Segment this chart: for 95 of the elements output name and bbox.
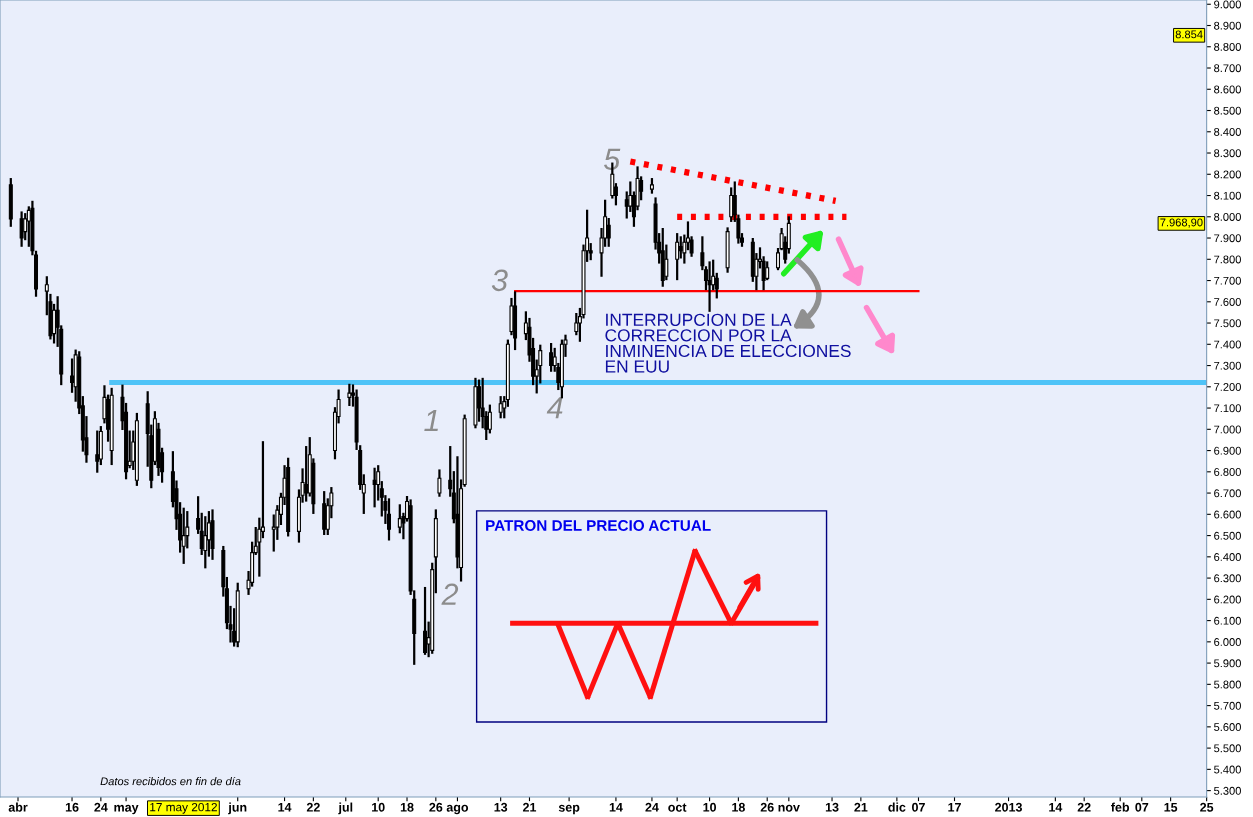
x-tick-label: 21 <box>522 802 537 812</box>
y-tick-label: 5.600 <box>1214 723 1241 731</box>
x-tick-label: sep <box>558 804 580 815</box>
x-tick-label: jul <box>338 802 353 815</box>
y-tick-label: 5.900 <box>1214 659 1241 668</box>
x-tick-label: 13 <box>825 802 839 812</box>
x-tick-label: 21 <box>854 802 868 812</box>
y-tick-label: 7.400 <box>1214 340 1241 349</box>
y-tick-label: 6.300 <box>1214 574 1241 583</box>
x-tick-label: oct <box>668 803 687 812</box>
y-tick-label: 6.900 <box>1214 446 1241 455</box>
annotation: 3 <box>491 269 508 292</box>
x-tick-label: 16 <box>65 802 79 812</box>
x-tick-label: abr <box>8 802 28 812</box>
candlestick <box>95 430 100 473</box>
y-tick-label: 7.000 <box>1214 425 1241 434</box>
x-tick-label: feb <box>1111 802 1130 812</box>
x-tick-label: 2013 <box>995 802 1022 812</box>
x-tick-label: 07 <box>912 802 925 812</box>
y-tick-label: 8.400 <box>1214 128 1241 136</box>
y-tick-label: 8.100 <box>1214 191 1241 200</box>
y-tick-label: 6.600 <box>1214 510 1241 519</box>
y-tick-label: 8.600 <box>1214 85 1241 94</box>
candlestick <box>549 342 554 372</box>
y-tick-label: 6.100 <box>1214 616 1241 625</box>
x-tick-label: 22 <box>1077 802 1091 812</box>
y-tick-label: 8.800 <box>1214 43 1241 51</box>
y-tick-label: 7.900 <box>1214 234 1241 243</box>
x-tick-label: 22 <box>306 802 320 812</box>
x-tick-label: 14 <box>1049 803 1063 812</box>
y-tick-label: 6.200 <box>1214 595 1241 604</box>
x-tick-label: 13 <box>494 802 508 812</box>
candlestick <box>387 498 392 541</box>
y-tick-label: 7.100 <box>1214 404 1241 413</box>
candlestick <box>304 446 309 502</box>
x-tick-label: 14 <box>609 803 623 812</box>
annotation: 2 <box>441 583 459 605</box>
y-tick-label: 7.200 <box>1214 383 1241 391</box>
annotation: PATRON DEL PRECIO ACTUAL <box>486 520 711 531</box>
y-tick-label: 5.700 <box>1214 701 1241 710</box>
x-tick-label: 25 <box>1200 802 1214 812</box>
y-tick-label: 6.800 <box>1214 468 1241 476</box>
annotation: INTERRUPCION DE LA CORRECCION POR LA INMINENCIA DE ELECCIONES EN EUU <box>605 313 851 373</box>
y-tick-label: 8.900 <box>1214 21 1241 30</box>
x-tick-label: dic <box>888 802 906 812</box>
annotation: 7.968,90 <box>1160 218 1203 228</box>
y-tick-label: 6.700 <box>1214 489 1241 498</box>
x-tick-label: 07 <box>1135 802 1149 812</box>
x-tick-label: 24 <box>645 802 659 812</box>
y-tick-label: 8.500 <box>1214 106 1241 115</box>
x-tick-label: 24 <box>94 802 108 812</box>
x-tick-label: 18 <box>732 802 745 812</box>
y-tick-label: 8.700 <box>1214 64 1241 73</box>
y-tick-label: 7.500 <box>1214 319 1241 328</box>
y-tick-label: 8.000 <box>1214 213 1241 221</box>
x-tick-label: 10 <box>372 802 385 812</box>
annotation: 1 <box>424 410 438 432</box>
candlestick <box>437 469 442 497</box>
x-tick-label: ago <box>446 804 469 815</box>
y-tick-label: 6.500 <box>1214 531 1241 540</box>
y-tick-label: 5.400 <box>1214 765 1241 774</box>
x-tick-label: may <box>114 804 139 815</box>
x-tick-label: 14 <box>278 803 292 812</box>
y-tick-label: 6.400 <box>1214 553 1241 561</box>
candlestick <box>675 233 680 281</box>
annotation: Datos recibidos en fin de día <box>100 776 241 786</box>
y-tick-label: 6.000 <box>1214 638 1241 646</box>
x-tick-label: 17 <box>948 803 961 812</box>
y-tick-label: 9.000 <box>1214 0 1241 9</box>
candlestick <box>70 358 75 393</box>
y-tick-label: 7.300 <box>1214 361 1241 370</box>
x-tick-label: nov <box>778 804 800 812</box>
candlestick <box>423 586 428 655</box>
annotation: 4 <box>546 397 563 419</box>
x-tick-label: 26 <box>429 802 443 812</box>
candlestick <box>707 261 712 312</box>
candlestick <box>347 383 352 406</box>
y-tick-label: 5.500 <box>1214 744 1241 753</box>
candlestick <box>606 218 611 247</box>
x-tick-label: 26 <box>760 802 774 812</box>
x-tick-label: jun <box>228 802 247 815</box>
text: 17 may 2012 <box>150 802 217 814</box>
y-tick-label: 7.800 <box>1214 255 1241 264</box>
annotation: 8.854 <box>1175 30 1203 39</box>
y-tick-label: 8.200 <box>1214 170 1241 179</box>
annotation: 5 <box>603 148 621 170</box>
y-tick-label: 5.800 <box>1214 680 1241 689</box>
y-tick-label: 5.300 <box>1214 786 1241 795</box>
y-tick-label: 7.700 <box>1214 276 1241 285</box>
y-tick-label: 7.600 <box>1214 298 1241 306</box>
x-tick-label: 10 <box>703 802 717 812</box>
candlestick <box>498 396 503 419</box>
x-tick-label: 18 <box>400 802 414 812</box>
x-tick-label: 15 <box>1164 803 1178 812</box>
y-tick-label: 8.300 <box>1214 149 1241 158</box>
